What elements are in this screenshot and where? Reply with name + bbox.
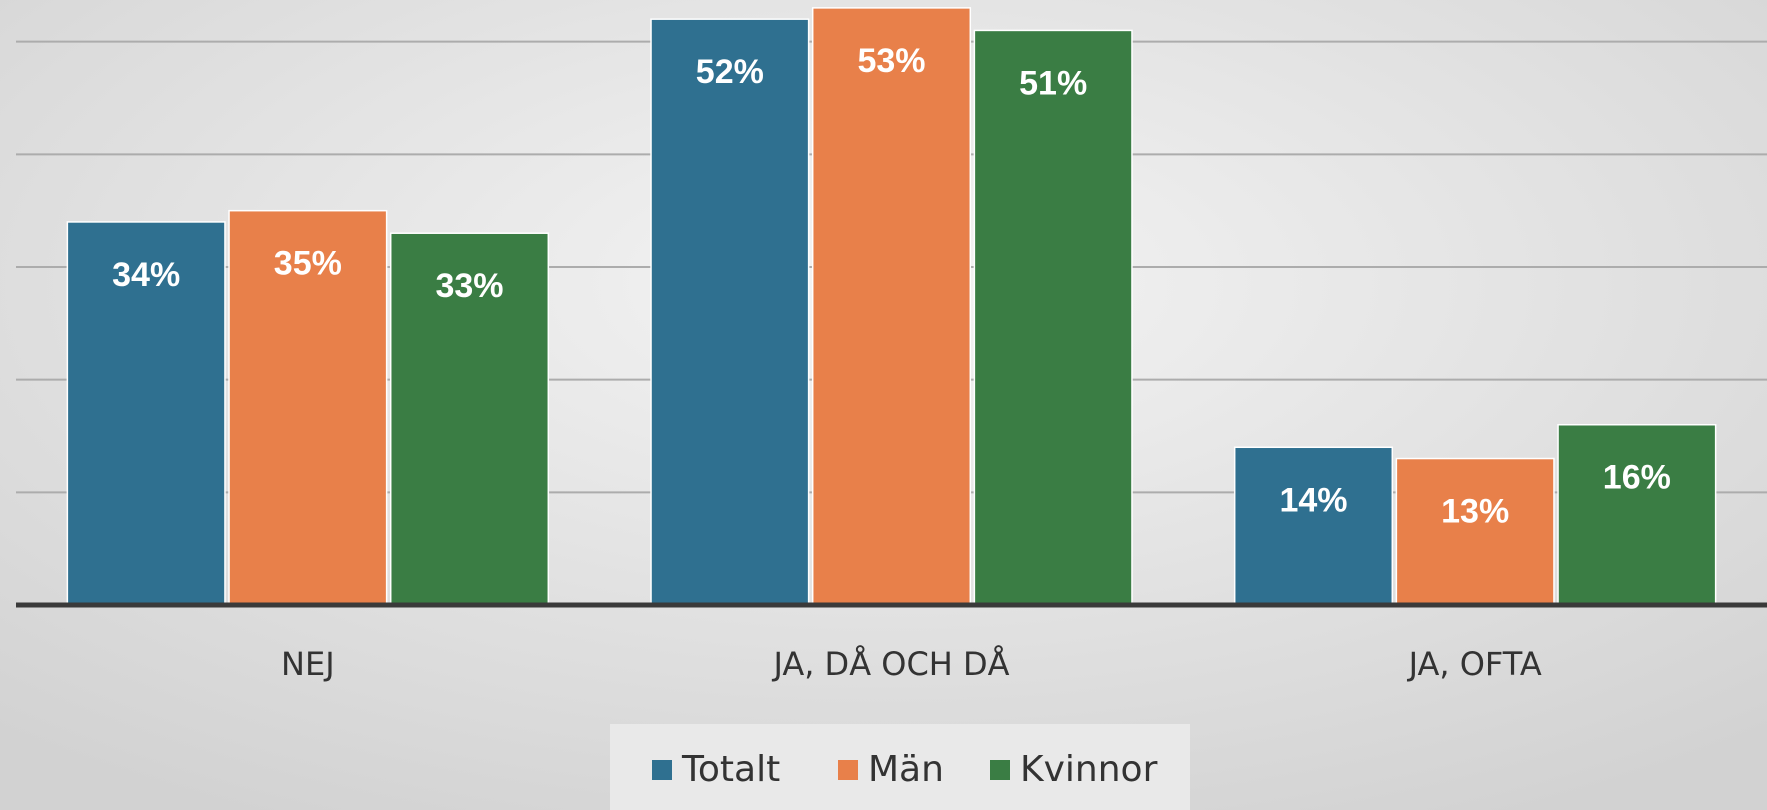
data-label: 35% xyxy=(274,245,342,283)
legend-label: Kvinnor xyxy=(1020,749,1158,790)
bar xyxy=(389,232,550,606)
legend-swatch xyxy=(990,760,1010,780)
legend-swatch xyxy=(838,760,858,780)
data-label: 34% xyxy=(112,256,180,294)
legend-label: Män xyxy=(868,749,944,790)
bar xyxy=(228,209,388,606)
x-tick-label: JA, OFTA xyxy=(1407,645,1542,683)
bar xyxy=(650,18,810,606)
data-label: 16% xyxy=(1603,459,1671,497)
data-label: 13% xyxy=(1441,493,1509,531)
bar xyxy=(1557,423,1717,606)
data-label: 52% xyxy=(696,53,764,91)
data-label: 33% xyxy=(435,267,503,305)
data-label: 14% xyxy=(1279,481,1347,519)
data-label: 53% xyxy=(857,42,925,80)
bar xyxy=(66,221,226,606)
bar xyxy=(1395,457,1555,606)
legend-label: Totalt xyxy=(681,749,780,790)
legend xyxy=(610,724,1190,810)
bar xyxy=(973,29,1133,606)
data-label: 51% xyxy=(1019,64,1087,102)
legend-swatch xyxy=(652,760,672,780)
x-tick-label: NEJ xyxy=(281,645,335,683)
x-tick-label: JA, DÅ OCH DÅ xyxy=(771,645,1009,683)
bar xyxy=(811,7,972,606)
bar xyxy=(1233,446,1394,606)
